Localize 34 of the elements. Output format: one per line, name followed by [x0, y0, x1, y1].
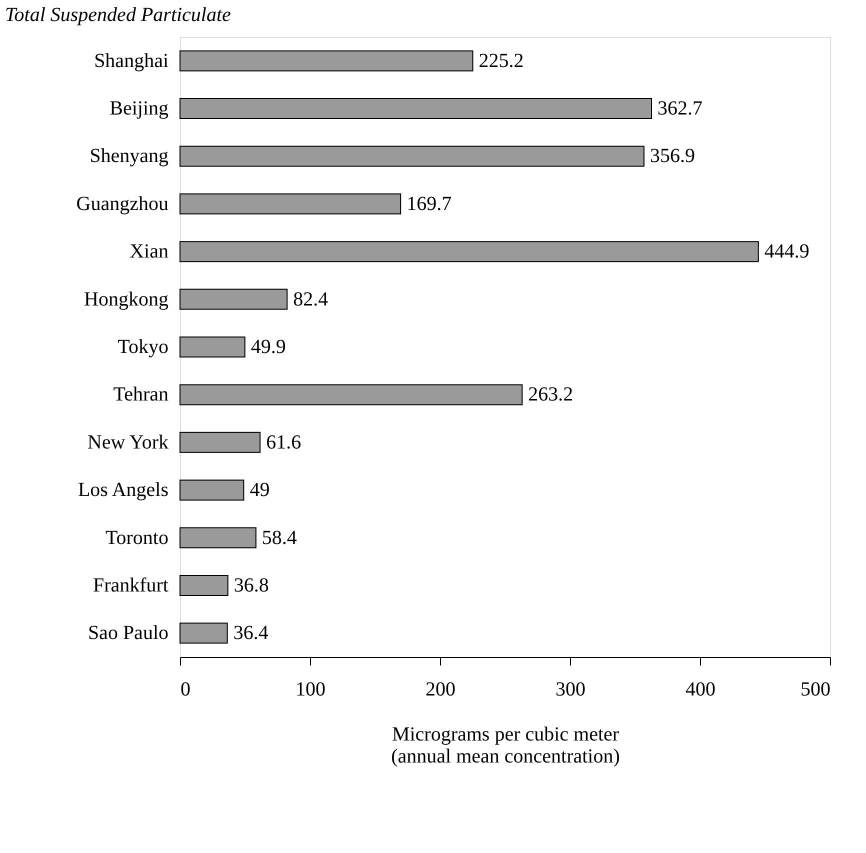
y-tick-label: Hongkong: [84, 288, 168, 310]
chart-title: Total Suspended Particulate: [5, 4, 232, 26]
x-tick-label: 0: [180, 678, 190, 700]
data-label: 444.9: [764, 240, 810, 263]
data-label: 49.9: [250, 336, 286, 358]
data-label: 263.2: [528, 384, 574, 406]
y-tick-label: Shanghai: [94, 50, 169, 72]
data-label: 169.7: [406, 192, 452, 215]
y-tick-label: Toronto: [105, 526, 168, 549]
x-tick-label: 100: [296, 678, 326, 700]
x-tick-label: 300: [556, 678, 586, 700]
data-label: 362.7: [658, 98, 703, 120]
x-tick-label: 500: [800, 678, 830, 700]
data-label: 61.6: [266, 431, 302, 454]
y-tick-label: Sao Paulo: [88, 622, 168, 644]
y-tick-label: Shenyang: [90, 145, 168, 168]
x-tick-label: 400: [686, 678, 716, 700]
data-label: 82.4: [293, 288, 328, 310]
data-label: 225.2: [478, 50, 524, 72]
x-tick-label: 200: [426, 678, 456, 700]
data-label: 58.4: [262, 526, 297, 549]
data-label: 36.4: [233, 622, 268, 644]
y-tick-label: Frankfurt: [92, 574, 169, 596]
y-tick-label: Beijing: [110, 98, 168, 120]
data-label: 36.8: [234, 574, 269, 596]
y-tick-label: Los Angels: [78, 479, 169, 502]
x-axis-title: Micrograms per cubic meter (annual mean concentration): [391, 724, 620, 768]
y-tick-label: Xian: [130, 240, 168, 263]
y-tick-label: Guangzhou: [76, 192, 168, 215]
y-tick-label: Tehran: [113, 384, 168, 406]
y-tick-label: New York: [87, 431, 168, 454]
data-label: 356.9: [650, 145, 695, 168]
y-tick-label: Tokyo: [118, 336, 168, 358]
data-label: 49: [250, 479, 270, 502]
